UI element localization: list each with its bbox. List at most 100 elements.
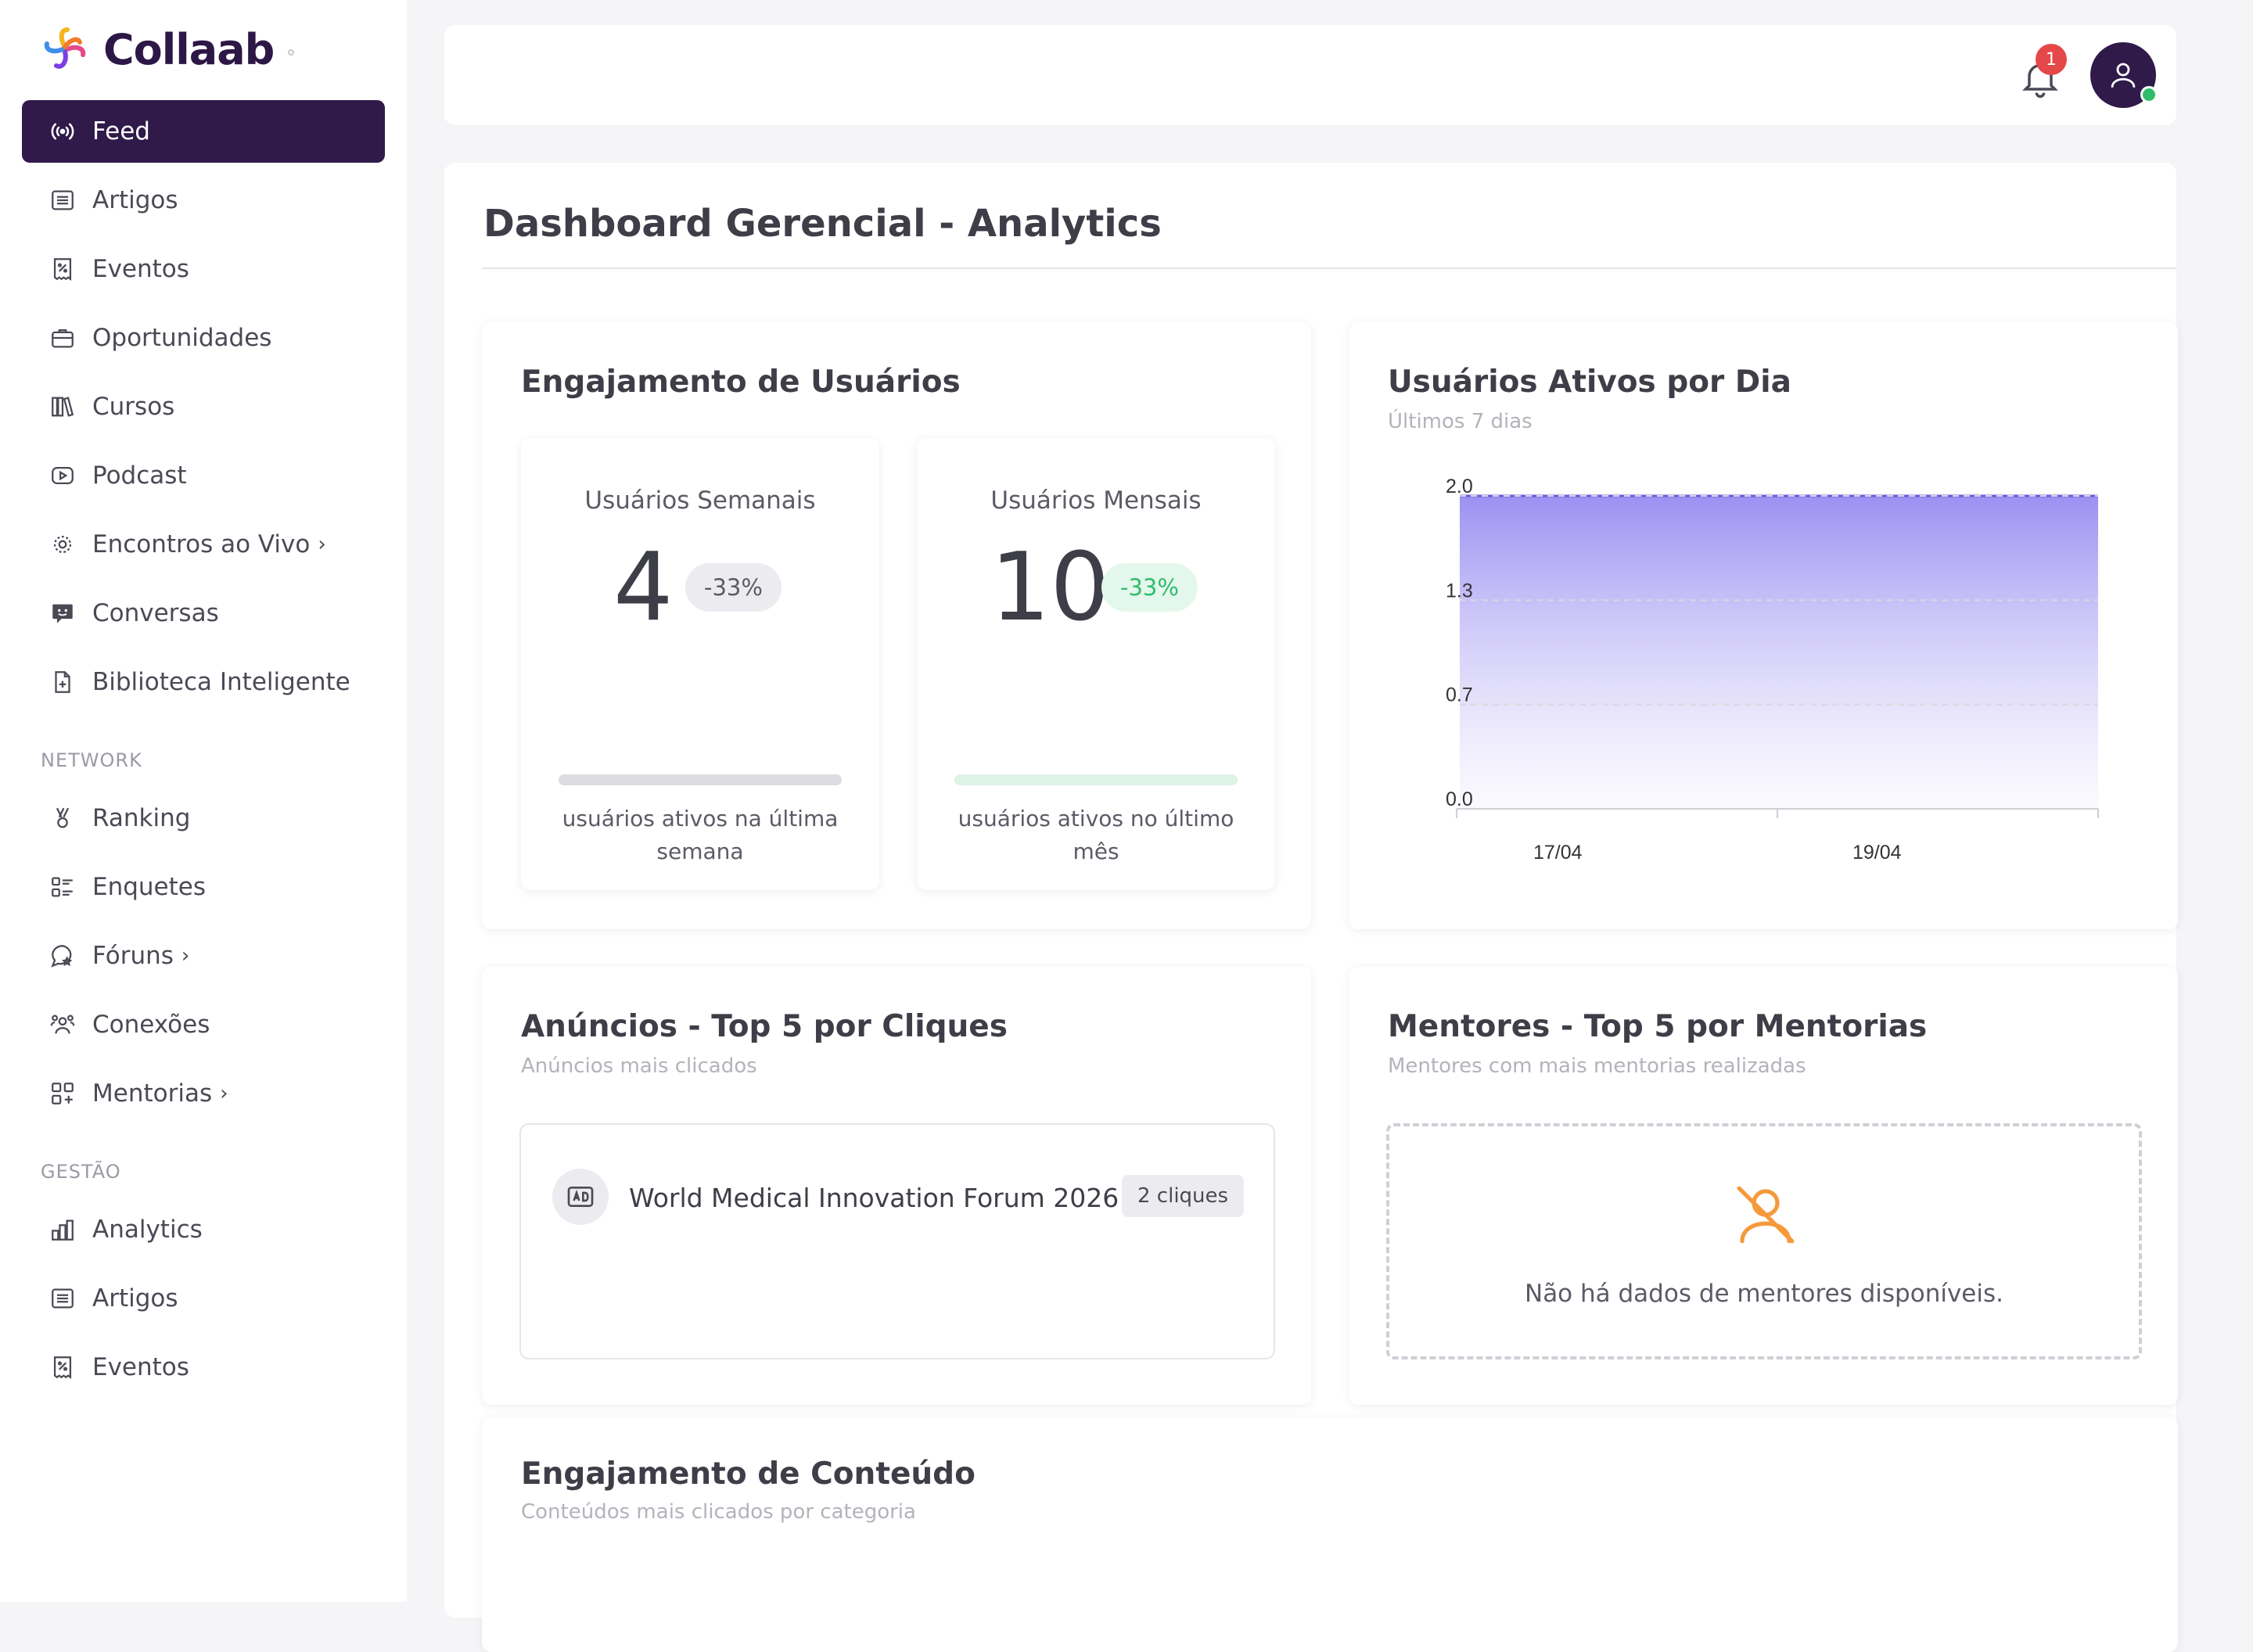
mentors-empty-state: Não há dados de mentores disponíveis. [1386,1123,2142,1359]
sidebar-item-label: Enquetes [92,873,207,901]
sidebar-item-oportunidades[interactable]: Oportunidades [22,307,385,369]
sidebar-item-label: Oportunidades [92,324,272,352]
sidebar-nav: Feed Artigos Eventos Oportunidades Curso… [22,100,385,1405]
card-subtitle: Últimos 7 dias [1388,410,1533,433]
progress-bar [954,774,1238,785]
card-title: Usuários Ativos por Dia [1388,365,1791,400]
sidebar-item-label: Mentorias [92,1079,213,1108]
live-icon [49,530,77,558]
y-tick-label: 0.7 [1446,684,1473,706]
stat-description: usuários ativos no último mês [958,806,1234,864]
stat-description: usuários ativos na última semana [562,806,839,864]
brand-name: Collaab [103,24,275,74]
play-icon [49,461,77,490]
main-panel: Dashboard Gerencial - Analytics Engajame… [444,163,2178,1652]
sidebar-item-label: Analytics [92,1216,203,1244]
sidebar-item-enquetes[interactable]: Enquetes [22,856,385,918]
collaab-logo-icon [44,27,86,69]
ads-card: Anúncios - Top 5 por Cliques Anúncios ma… [482,967,1311,1405]
clicks-badge: 2 cliques [1122,1175,1245,1217]
sidebar-item-encontros-ao-vivo[interactable]: Encontros ao Vivo › [22,513,385,576]
sidebar-item-ranking[interactable]: Ranking [22,787,385,849]
active-users-card: Usuários Ativos por Dia Últimos 7 dias 0… [1349,322,2178,929]
page-title: Dashboard Gerencial - Analytics [483,202,1162,246]
y-tick-label: 2.0 [1446,476,1473,497]
ads-list: World Medical Innovation Forum 2026 2 cl… [519,1123,1275,1359]
online-status-dot [2140,86,2158,103]
stat-value: 10 [990,533,1110,642]
nav-section-network: NETWORK [41,749,142,771]
sidebar-item-label: Podcast [92,461,187,490]
sidebar-item-foruns[interactable]: Fóruns › [22,925,385,987]
card-title: Engajamento de Usuários [521,365,961,400]
article-icon [49,186,77,214]
sidebar-item-cursos[interactable]: Cursos [22,375,385,438]
broadcast-icon [49,117,77,145]
sidebar-item-label: Eventos [92,1353,189,1381]
books-icon [49,393,77,421]
brand-logo[interactable]: Collaab [39,23,295,75]
sidebar-item-feed[interactable]: Feed [22,100,385,163]
change-badge: -33% [685,563,782,612]
ranking-icon [49,804,77,832]
sidebar-item-gestao-eventos[interactable]: Eventos [22,1336,385,1399]
chat-icon [49,599,77,627]
file-plus-icon [49,668,77,696]
stat-label: Usuários Semanais [584,487,816,515]
card-title: Engajamento de Conteúdo [521,1456,976,1492]
sidebar-item-label: Eventos [92,255,189,283]
ticket-icon [49,1353,77,1381]
users-icon [49,1011,77,1039]
sidebar-item-label: Fóruns [92,942,174,970]
sidebar-item-label: Artigos [92,186,178,214]
card-title: Anúncios - Top 5 por Cliques [521,1009,1008,1044]
change-badge: -33% [1101,563,1198,612]
y-tick-label: 1.3 [1446,580,1473,602]
notification-badge: 1 [2036,44,2067,75]
sidebar-item-podcast[interactable]: Podcast [22,444,385,507]
ad-icon [552,1169,609,1225]
ad-name[interactable]: World Medical Innovation Forum 2026 [629,1183,1119,1213]
chevron-right-icon: › [220,1082,228,1105]
sidebar-item-label: Conversas [92,599,219,627]
user-icon [2111,63,2136,88]
article-icon [49,1284,77,1313]
nav-section-gestao: GESTÃO [41,1161,121,1183]
sidebar-item-gestao-artigos[interactable]: Artigos [22,1267,385,1330]
sidebar-item-label: Cursos [92,393,175,421]
sidebar-item-label: Feed [92,117,150,145]
topbar: 1 [444,25,2176,125]
forum-icon [49,942,77,970]
sidebar: Collaab Feed Artigos Eventos Opo [0,0,407,1602]
sidebar-item-analytics[interactable]: Analytics [22,1198,385,1261]
user-engagement-card: Engajamento de Usuários Usuários Semanai… [482,322,1311,929]
stat-label: Usuários Mensais [990,487,1202,515]
title-divider [482,268,2176,269]
logo-dot [288,49,295,56]
content-engagement-card: Engajamento de Conteúdo Conteúdos mais c… [482,1417,2178,1652]
sidebar-item-biblioteca-inteligente[interactable]: Biblioteca Inteligente [22,651,385,713]
sidebar-item-conexoes[interactable]: Conexões [22,993,385,1056]
x-tick-label: 17/04 [1533,842,1583,864]
sidebar-item-label: Biblioteca Inteligente [92,668,350,696]
stat-value: 4 [613,533,674,642]
briefcase-icon [49,324,77,352]
chevron-right-icon: › [181,944,190,968]
sidebar-item-label: Conexões [92,1011,210,1039]
sidebar-item-artigos[interactable]: Artigos [22,169,385,232]
empty-message: Não há dados de mentores disponíveis. [1525,1280,2003,1308]
progress-bar [559,774,842,785]
active-users-chart: 0.0 0.7 1.3 2.0 17/04 19/04 [1446,476,2099,864]
monthly-users-stat: Usuários Mensais 10 -33% usuários ativos… [917,438,1275,890]
sidebar-item-conversas[interactable]: Conversas [22,582,385,645]
user-off-icon [1737,1186,1795,1244]
card-subtitle: Conteúdos mais clicados por categoria [521,1500,916,1524]
sidebar-item-mentorias[interactable]: Mentorias › [22,1062,385,1125]
y-tick-label: 0.0 [1446,788,1473,810]
sidebar-item-label: Ranking [92,804,191,832]
chevron-right-icon: › [318,533,326,556]
sidebar-item-eventos[interactable]: Eventos [22,238,385,300]
card-title: Mentores - Top 5 por Mentorias [1388,1009,1928,1044]
mentoring-icon [49,1079,77,1108]
card-subtitle: Anúncios mais clicados [521,1054,757,1078]
